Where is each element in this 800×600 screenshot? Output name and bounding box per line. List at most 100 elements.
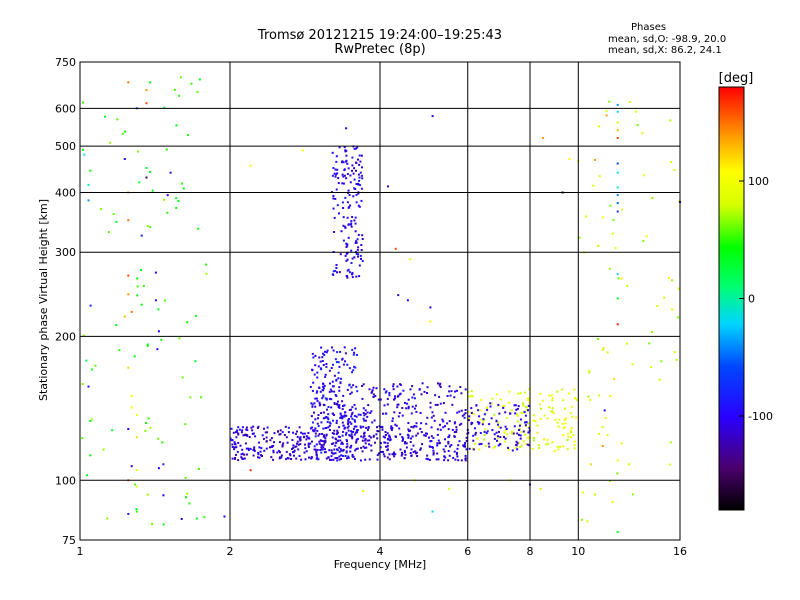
data-point <box>437 382 439 385</box>
data-point <box>320 346 323 349</box>
data-point <box>495 393 498 396</box>
data-point <box>335 402 338 405</box>
data-point <box>284 425 287 428</box>
data-point <box>362 417 365 420</box>
data-point <box>504 425 507 428</box>
data-point <box>334 457 337 459</box>
data-point <box>403 457 406 460</box>
data-point <box>386 442 389 445</box>
data-point <box>162 463 165 466</box>
data-point <box>527 422 530 425</box>
data-point <box>249 164 252 167</box>
data-point <box>432 453 435 456</box>
data-point <box>288 453 291 456</box>
data-point <box>673 169 676 172</box>
data-point <box>570 436 572 439</box>
data-point <box>257 453 260 456</box>
data-point <box>331 346 333 349</box>
data-point <box>147 417 150 420</box>
data-point <box>312 356 315 359</box>
data-point <box>302 436 305 439</box>
data-point <box>337 435 340 438</box>
data-point <box>400 454 403 457</box>
data-point <box>353 178 356 181</box>
data-point <box>151 189 154 192</box>
data-point <box>285 450 288 453</box>
data-point <box>336 449 339 452</box>
data-points <box>81 76 681 533</box>
data-point <box>336 440 339 442</box>
data-point <box>349 223 352 226</box>
colorbar-ticks: 100 0 -100 <box>739 175 773 423</box>
data-point <box>372 396 375 398</box>
data-point <box>407 407 410 410</box>
data-point <box>146 225 149 227</box>
data-point <box>516 442 519 445</box>
data-point <box>411 396 414 399</box>
data-point <box>257 425 260 428</box>
data-point <box>323 441 326 444</box>
data-point <box>406 299 409 302</box>
data-point <box>597 337 599 340</box>
data-point <box>149 226 152 229</box>
data-point <box>341 357 344 360</box>
data-point <box>519 418 522 421</box>
data-point <box>534 420 537 423</box>
data-point <box>448 420 451 423</box>
data-point <box>269 439 272 442</box>
data-point <box>337 182 340 185</box>
data-point <box>415 425 418 428</box>
data-point <box>323 384 326 387</box>
data-point <box>462 445 465 448</box>
data-point <box>256 427 259 429</box>
data-point <box>245 447 248 450</box>
data-point <box>337 406 340 408</box>
data-point <box>343 346 346 349</box>
data-point <box>342 404 345 407</box>
data-point <box>490 417 493 420</box>
data-point <box>322 446 325 449</box>
data-point <box>352 172 355 175</box>
data-point <box>332 452 335 455</box>
data-point <box>386 445 389 448</box>
data-point <box>347 223 350 226</box>
data-point <box>420 422 423 425</box>
data-point <box>527 436 530 439</box>
data-point <box>461 414 464 417</box>
data-point <box>388 394 391 397</box>
data-point <box>480 398 483 401</box>
data-point <box>369 412 372 414</box>
data-point <box>325 351 328 354</box>
data-point <box>127 81 130 84</box>
data-point <box>346 244 349 247</box>
data-point <box>360 257 362 260</box>
data-point <box>428 436 430 439</box>
data-point <box>348 206 351 209</box>
data-point <box>396 395 399 398</box>
data-point <box>642 240 645 243</box>
data-point <box>328 429 331 431</box>
data-point <box>324 437 327 440</box>
data-point <box>146 493 149 496</box>
data-point <box>336 271 338 274</box>
data-point <box>127 366 130 369</box>
data-point <box>448 434 451 437</box>
data-point <box>468 415 471 418</box>
data-point <box>448 385 451 388</box>
data-point <box>476 437 479 440</box>
data-point <box>334 452 337 455</box>
data-point <box>613 377 616 380</box>
data-point <box>506 433 509 436</box>
data-point <box>352 427 355 430</box>
data-point <box>507 446 509 449</box>
data-point <box>616 472 619 475</box>
data-point <box>525 421 528 424</box>
data-point <box>127 513 130 515</box>
data-point <box>392 385 395 388</box>
data-point <box>295 457 298 460</box>
data-point <box>384 434 387 436</box>
data-point <box>360 187 363 190</box>
data-point <box>515 444 518 447</box>
data-point <box>337 177 340 180</box>
data-point <box>355 415 358 418</box>
